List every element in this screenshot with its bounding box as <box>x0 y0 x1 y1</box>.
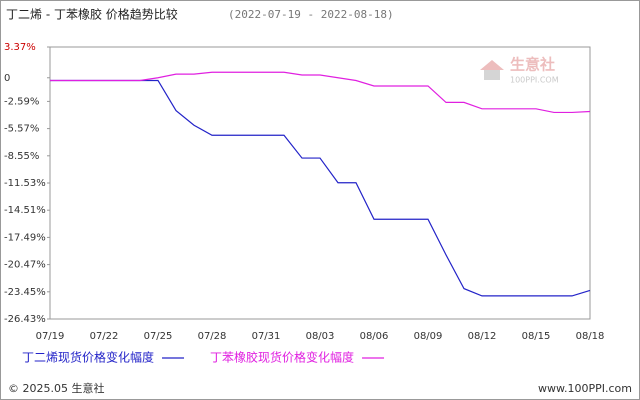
x-tick-label: 07/31 <box>252 331 281 342</box>
series-line <box>50 71 591 114</box>
watermark: 生意社 100PPI.COM <box>480 56 559 85</box>
x-tick-label: 08/03 <box>306 331 335 342</box>
x-tick-label: 08/15 <box>522 331 551 342</box>
y-tick-label: 3.37% <box>4 42 36 53</box>
legend-label: 丁苯橡胶现货价格变化幅度 <box>210 350 354 365</box>
x-tick-label: 08/06 <box>360 331 389 342</box>
watermark-name: 生意社 <box>510 56 555 74</box>
chart-title: 丁二烯 - 丁苯橡胶 价格趋势比较 <box>6 7 178 22</box>
legend-label: 丁二烯现货价格变化幅度 <box>22 350 154 365</box>
y-tick-label: -14.51% <box>4 205 46 216</box>
x-tick-label: 07/22 <box>90 331 119 342</box>
x-tick-label: 07/19 <box>36 331 65 342</box>
x-tick-label: 07/28 <box>198 331 227 342</box>
footer-site: www.100PPI.com <box>538 382 632 395</box>
x-tick-label: 07/25 <box>144 331 173 342</box>
watermark-icon <box>484 70 500 80</box>
y-tick-label: -2.59% <box>4 96 39 107</box>
x-tick-label: 08/09 <box>414 331 443 342</box>
y-tick-label: -17.49% <box>4 232 46 243</box>
y-tick-label: -5.57% <box>4 124 39 135</box>
y-tick-label: -26.43% <box>4 314 46 325</box>
footer-copyright: © 2025.05 生意社 <box>8 381 104 395</box>
y-tick-label: -20.47% <box>4 260 46 271</box>
y-tick-label: -23.45% <box>4 287 46 298</box>
x-tick-label: 08/12 <box>468 331 497 342</box>
watermark-icon <box>480 60 504 70</box>
watermark-site: 100PPI.COM <box>510 76 559 85</box>
y-tick-label: -11.53% <box>4 178 46 189</box>
x-tick-label: 08/18 <box>576 331 605 342</box>
y-tick-label: 0 <box>4 73 10 84</box>
chart-subtitle: (2022-07-19 - 2022-08-18) <box>228 8 394 21</box>
y-tick-label: -8.55% <box>4 151 39 162</box>
